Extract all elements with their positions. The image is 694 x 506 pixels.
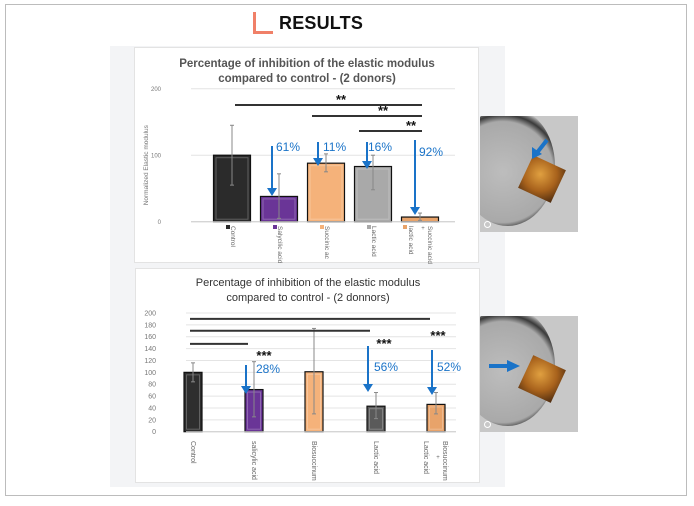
arrow-icon [532,138,549,159]
chart-panel-bottom: Percentage of inhibition of the elastic … [135,268,480,483]
arrow-icon [489,360,520,372]
chart-title: compared to control - (2 donnors) [226,292,389,304]
bar [306,162,346,223]
inhibition-percent: 11% [323,140,346,154]
x-tick-label: Succinic acid [426,226,433,264]
arrow-head-icon [362,161,372,169]
inhibition-percent: 28% [256,362,280,376]
significance-stars: *** [256,348,272,363]
legend-swatch [273,225,277,229]
chart-title: compared to control - (2 donors) [218,73,396,85]
y-tick-label: 80 [148,382,156,389]
arrow-head-icon [313,158,323,166]
plus-sign: + [421,226,425,232]
arrow-head-icon [427,387,437,395]
arrow-head-icon [241,386,251,394]
y-tick-label: 160 [144,334,156,341]
significance-stars: ** [406,118,417,133]
plus-sign: + [436,455,440,461]
y-axis-label: Normalized Elastic modulus [143,124,150,205]
x-tick-label: Control [229,226,236,248]
legend-swatch [403,225,407,229]
legend-swatch [320,225,324,229]
x-tick-label: lactic acid [407,226,414,255]
chart-bottom: Percentage of inhibition of the elastic … [144,277,461,481]
y-tick-label: 140 [144,346,156,353]
x-tick-label: Lactic acid [370,226,377,257]
inhibition-percent: 16% [368,140,392,154]
chart-panel-top: Percentage of inhibition of the elastic … [134,47,479,264]
arrow-head-icon [267,188,277,196]
x-tick-label: salicylic acid [250,441,257,480]
x-tick-label: Salycilic acid [276,226,283,264]
afm-cell-image-top [480,116,578,232]
y-tick-label: 0 [158,220,162,226]
y-tick-label: 60 [148,394,156,401]
y-tick-label: 120 [144,358,156,365]
y-tick-label: 100 [144,370,156,377]
inhibition-percent: 56% [374,360,398,374]
legend-swatch [226,225,230,229]
significance-stars: ** [378,103,389,118]
y-tick-label: 20 [148,417,156,424]
afm-cell-image-bottom [480,316,578,432]
x-tick-label: Lactic acid [372,441,379,474]
significance-stars: *** [430,328,446,343]
y-tick-label: 100 [151,154,162,160]
chart-title: Percentage of inhibition of the elastic … [196,277,421,289]
inhibition-percent: 61% [276,140,300,154]
inhibition-percent: 92% [419,145,443,159]
chart-top: Percentage of inhibition of the elastic … [143,58,455,264]
y-tick-label: 200 [151,87,162,93]
y-tick-label: 40 [148,405,156,412]
slide-frame [5,4,687,496]
x-tick-label: Succinic ac [323,226,330,260]
x-tick-label: Biosuccinum [441,441,448,481]
y-tick-label: 180 [144,322,156,329]
significance-stars: ** [336,92,347,107]
arrow-head-icon [363,384,373,392]
significance-stars: *** [376,336,392,351]
results-title: RESULTS [279,13,364,33]
inhibition-percent: 52% [437,360,461,374]
y-tick-label: 0 [152,429,156,436]
legend-swatch [367,225,371,229]
arrow-head-icon [410,207,420,215]
x-tick-label: Biosuccinum [310,441,317,481]
chart-title: Percentage of inhibition of the elastic … [179,58,435,70]
y-tick-label: 200 [144,311,156,318]
x-tick-label: Lactic acid [422,441,429,474]
x-tick-label: Control [189,441,196,464]
accent-l-icon [253,12,273,34]
